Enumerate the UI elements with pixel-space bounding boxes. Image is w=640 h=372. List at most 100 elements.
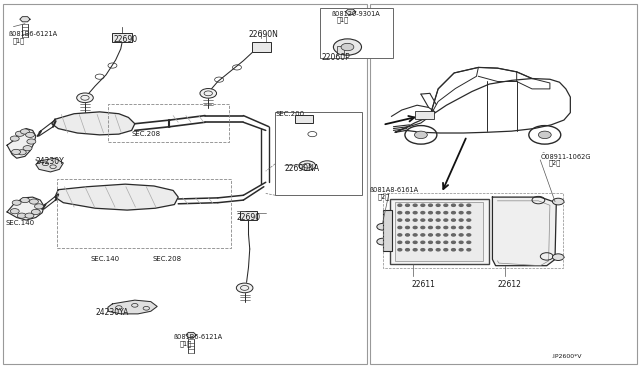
Circle shape xyxy=(460,204,463,206)
Text: 22612: 22612 xyxy=(497,280,522,289)
Text: 22060P: 22060P xyxy=(322,52,351,61)
Text: （2）: （2） xyxy=(548,160,561,166)
Circle shape xyxy=(467,219,470,221)
Circle shape xyxy=(467,241,470,243)
Circle shape xyxy=(444,212,448,214)
Bar xyxy=(275,112,362,195)
Text: （1）: （1） xyxy=(337,17,349,23)
Bar xyxy=(390,199,489,264)
Circle shape xyxy=(444,248,448,251)
Circle shape xyxy=(429,227,433,229)
Circle shape xyxy=(20,129,29,134)
Circle shape xyxy=(436,234,440,236)
Circle shape xyxy=(460,219,463,221)
Circle shape xyxy=(429,212,433,214)
Circle shape xyxy=(444,241,448,243)
Text: ß081A8-6161A: ß081A8-6161A xyxy=(369,187,419,193)
Circle shape xyxy=(23,145,32,151)
Text: 24230YA: 24230YA xyxy=(95,308,129,317)
Circle shape xyxy=(15,131,24,137)
Circle shape xyxy=(17,213,26,218)
Text: SEC.200: SEC.200 xyxy=(275,111,305,117)
Circle shape xyxy=(444,227,448,229)
Circle shape xyxy=(436,204,440,206)
Circle shape xyxy=(467,248,470,251)
Circle shape xyxy=(444,204,448,206)
Circle shape xyxy=(406,227,410,229)
Circle shape xyxy=(31,209,40,215)
Circle shape xyxy=(333,39,362,55)
Text: 22690: 22690 xyxy=(237,213,261,222)
Circle shape xyxy=(35,204,44,209)
Circle shape xyxy=(415,131,428,138)
Circle shape xyxy=(398,241,402,243)
Circle shape xyxy=(25,213,34,218)
Circle shape xyxy=(452,241,456,243)
Polygon shape xyxy=(36,158,63,172)
Circle shape xyxy=(29,199,38,204)
Polygon shape xyxy=(52,112,135,135)
Text: 22690NA: 22690NA xyxy=(285,164,320,173)
Circle shape xyxy=(467,204,470,206)
Circle shape xyxy=(460,234,463,236)
Circle shape xyxy=(452,248,456,251)
Text: Õ08911-1062G: Õ08911-1062G xyxy=(540,153,591,160)
Circle shape xyxy=(421,227,425,229)
Text: SEC.208: SEC.208 xyxy=(153,256,182,262)
Polygon shape xyxy=(55,184,178,210)
Circle shape xyxy=(460,248,463,251)
Circle shape xyxy=(460,227,463,229)
Circle shape xyxy=(429,248,433,251)
Text: ß081B6-6121A: ß081B6-6121A xyxy=(173,334,222,340)
Circle shape xyxy=(27,139,36,144)
Polygon shape xyxy=(20,17,30,22)
Bar xyxy=(337,46,344,54)
Text: 24230Y: 24230Y xyxy=(36,157,65,166)
Circle shape xyxy=(10,136,19,141)
Circle shape xyxy=(413,241,417,243)
Circle shape xyxy=(413,248,417,251)
Circle shape xyxy=(10,209,19,214)
Circle shape xyxy=(26,132,35,137)
Circle shape xyxy=(413,227,417,229)
Circle shape xyxy=(377,238,388,245)
Circle shape xyxy=(436,241,440,243)
Circle shape xyxy=(398,248,402,251)
Polygon shape xyxy=(7,129,36,158)
Circle shape xyxy=(377,224,388,230)
Circle shape xyxy=(421,219,425,221)
Text: 22690: 22690 xyxy=(113,35,138,44)
Circle shape xyxy=(12,149,20,154)
Circle shape xyxy=(406,248,410,251)
Circle shape xyxy=(552,198,564,205)
Text: （2）: （2） xyxy=(378,194,390,201)
Circle shape xyxy=(452,212,456,214)
Circle shape xyxy=(406,212,410,214)
Bar xyxy=(295,115,313,124)
Circle shape xyxy=(413,204,417,206)
Circle shape xyxy=(77,93,93,103)
Circle shape xyxy=(341,43,354,51)
Circle shape xyxy=(413,234,417,236)
Bar xyxy=(383,210,392,251)
Circle shape xyxy=(406,219,410,221)
Circle shape xyxy=(452,227,456,229)
Circle shape xyxy=(406,234,410,236)
Circle shape xyxy=(406,241,410,243)
Circle shape xyxy=(413,212,417,214)
Circle shape xyxy=(444,219,448,221)
Circle shape xyxy=(421,241,425,243)
Circle shape xyxy=(452,234,456,236)
Text: SEC.140: SEC.140 xyxy=(90,256,119,262)
Bar xyxy=(239,211,257,220)
Polygon shape xyxy=(7,197,44,220)
Circle shape xyxy=(460,241,463,243)
Circle shape xyxy=(398,204,402,206)
Circle shape xyxy=(436,248,440,251)
Circle shape xyxy=(406,204,410,206)
Text: ß081B6-6121A: ß081B6-6121A xyxy=(8,31,58,37)
Bar xyxy=(415,111,434,119)
Polygon shape xyxy=(108,300,157,314)
Circle shape xyxy=(429,204,433,206)
Polygon shape xyxy=(186,333,196,337)
